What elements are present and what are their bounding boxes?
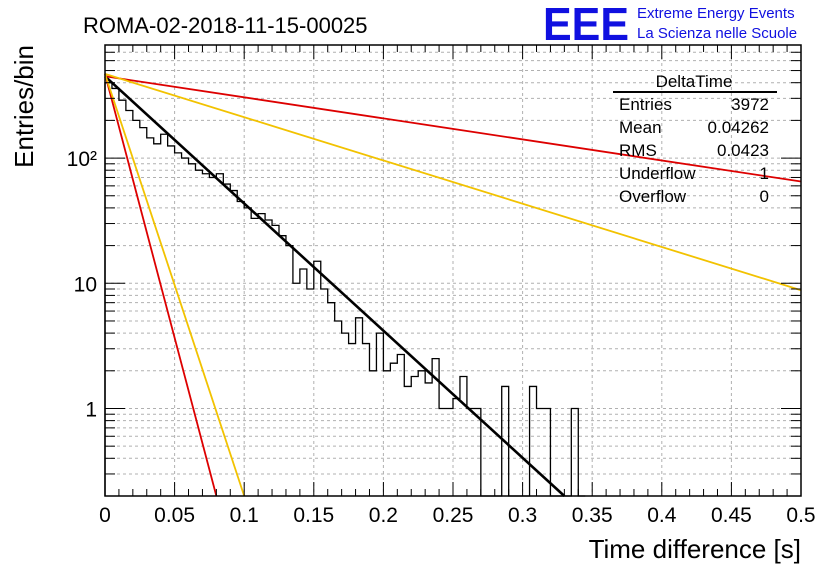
- x-tick-label: 0.4: [647, 504, 677, 527]
- eee-logo-line1: Extreme Energy Events: [637, 5, 795, 22]
- stats-title: DeltaTime: [656, 72, 733, 91]
- x-tick-label: 0.35: [572, 504, 613, 527]
- fit-line-5: [104, 73, 246, 497]
- axis-ticks: [104, 44, 802, 497]
- fit-line-4: [104, 73, 218, 497]
- x-tick-label: 0.5: [786, 504, 815, 527]
- stats-value: 3972: [731, 95, 769, 114]
- eee-logo-line2: La Scienza nelle Scuole: [637, 25, 797, 42]
- x-tick-label: 0.2: [369, 504, 398, 527]
- x-tick-label: 0.25: [433, 504, 474, 527]
- y-axis-label: Entries/bin: [9, 45, 39, 168]
- stats-box: DeltaTime Entries 3972 Mean 0.04262 RMS 0.042…: [613, 72, 777, 206]
- x-tick-label: 0.15: [293, 504, 334, 527]
- fit-line-2: [104, 75, 802, 183]
- eee-logo-mark: EEE: [543, 0, 629, 50]
- x-tick-label: 0: [99, 504, 111, 527]
- stats-value: 0: [760, 187, 769, 206]
- stats-value: 0.0423: [717, 141, 769, 160]
- stats-label: RMS: [619, 141, 657, 160]
- eee-logo: EEE Extreme Energy Events La Scienza nel…: [543, 0, 797, 50]
- x-tick-labels: 0 0.05 0.1 0.15 0.2 0.25 0.3 0.35 0.4 0.45 0.5: [99, 504, 815, 527]
- x-tick-label: 0.3: [508, 504, 537, 527]
- y-tick-label: 10: [74, 273, 97, 296]
- x-axis-label: Time difference [s]: [589, 534, 801, 564]
- run-title: ROMA-02-2018-11-15-00025: [83, 13, 368, 38]
- stats-label: Entries: [619, 95, 672, 114]
- stats-label: Underflow: [619, 164, 696, 183]
- fit-line-3: [104, 73, 802, 292]
- x-tick-label: 0.05: [154, 504, 195, 527]
- fit-lines: [104, 73, 802, 497]
- x-tick-label: 0.1: [230, 504, 259, 527]
- stats-value: 1: [760, 164, 769, 183]
- y-tick-label: 1: [85, 398, 97, 421]
- stats-label: Overflow: [619, 187, 687, 206]
- stats-value: 0.04262: [708, 118, 769, 137]
- y-tick-label: 10²: [67, 148, 97, 171]
- stats-rows: Entries 3972 Mean 0.04262 RMS 0.0423 Underflow…: [619, 95, 769, 206]
- stats-label: Mean: [619, 118, 662, 137]
- y-tick-labels: 1 10 10²: [67, 148, 97, 421]
- x-tick-label: 0.45: [711, 504, 752, 527]
- fit-line-1: [104, 75, 566, 497]
- grid: [105, 44, 801, 497]
